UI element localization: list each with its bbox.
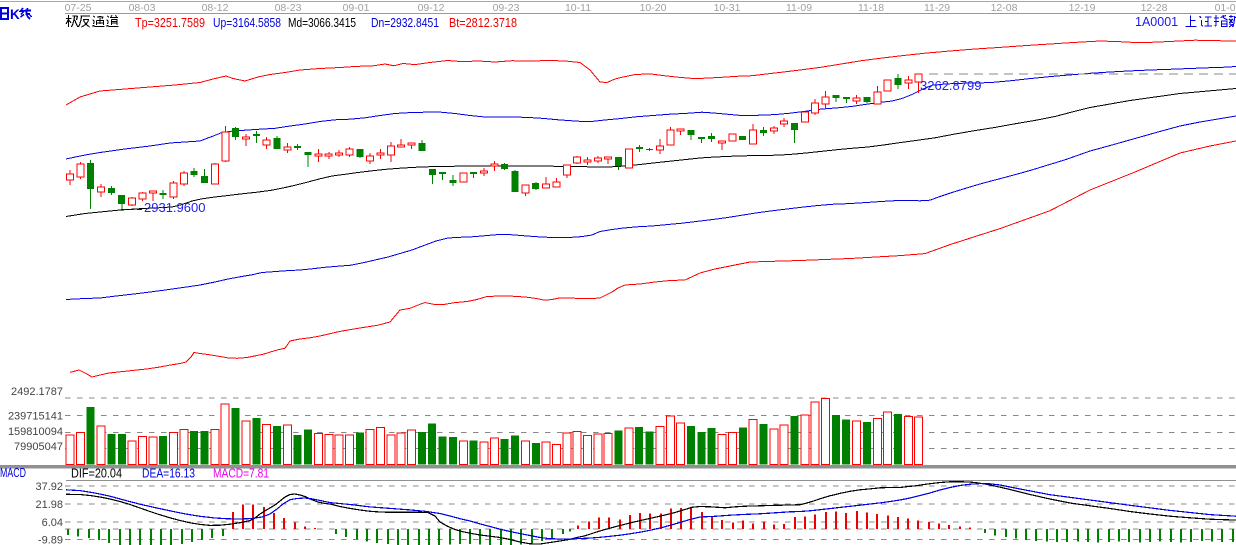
svg-text:-9.89: -9.89 — [38, 535, 63, 545]
svg-text:12-08: 12-08 — [991, 2, 1018, 14]
svg-text:2492.1787: 2492.1787 — [11, 386, 63, 398]
svg-text:K: K — [10, 7, 20, 22]
svg-text:08-03: 08-03 — [129, 2, 156, 14]
svg-text:08-12: 08-12 — [202, 2, 229, 14]
svg-text:Bt=2812.3718: Bt=2812.3718 — [449, 16, 517, 30]
svg-text:11-09: 11-09 — [786, 2, 812, 14]
svg-text:21.98: 21.98 — [35, 499, 63, 511]
svg-text:01-06: 01-06 — [1215, 2, 1236, 14]
svg-text:10-31: 10-31 — [714, 2, 741, 14]
svg-text:08-23: 08-23 — [275, 2, 302, 14]
svg-text:DEA=16.13: DEA=16.13 — [142, 467, 195, 481]
svg-text:2931.9600: 2931.9600 — [144, 200, 205, 215]
svg-text:10-11: 10-11 — [565, 2, 591, 14]
svg-text:10-20: 10-20 — [640, 2, 667, 14]
svg-text:79905047: 79905047 — [14, 441, 63, 453]
svg-text:MACD: MACD — [0, 466, 26, 480]
svg-text:3262.8799: 3262.8799 — [920, 78, 981, 93]
svg-text:09-12: 09-12 — [418, 2, 445, 14]
svg-text:6.04: 6.04 — [42, 517, 63, 529]
svg-text:11-29: 11-29 — [924, 2, 950, 14]
svg-text:12-28: 12-28 — [1141, 2, 1168, 14]
svg-text:Md=3066.3415: Md=3066.3415 — [288, 16, 356, 30]
svg-text:37.92: 37.92 — [35, 481, 63, 493]
svg-text:Up=3164.5858: Up=3164.5858 — [213, 16, 281, 30]
svg-text:09-23: 09-23 — [493, 2, 520, 14]
svg-text:12-19: 12-19 — [1069, 2, 1096, 14]
svg-text:MACD=7.81: MACD=7.81 — [213, 467, 269, 481]
svg-text:159810094: 159810094 — [8, 426, 63, 438]
svg-text:DIF=20.04: DIF=20.04 — [71, 467, 122, 481]
svg-text:Dn=2932.8451: Dn=2932.8451 — [371, 16, 439, 30]
svg-text:1A0001: 1A0001 — [1135, 15, 1178, 29]
svg-text:Tp=3251.7589: Tp=3251.7589 — [135, 16, 205, 30]
svg-text:239715141: 239715141 — [8, 411, 63, 423]
svg-text:09-01: 09-01 — [343, 2, 370, 14]
svg-text:07-25: 07-25 — [65, 2, 92, 14]
svg-text:11-18: 11-18 — [858, 2, 884, 14]
